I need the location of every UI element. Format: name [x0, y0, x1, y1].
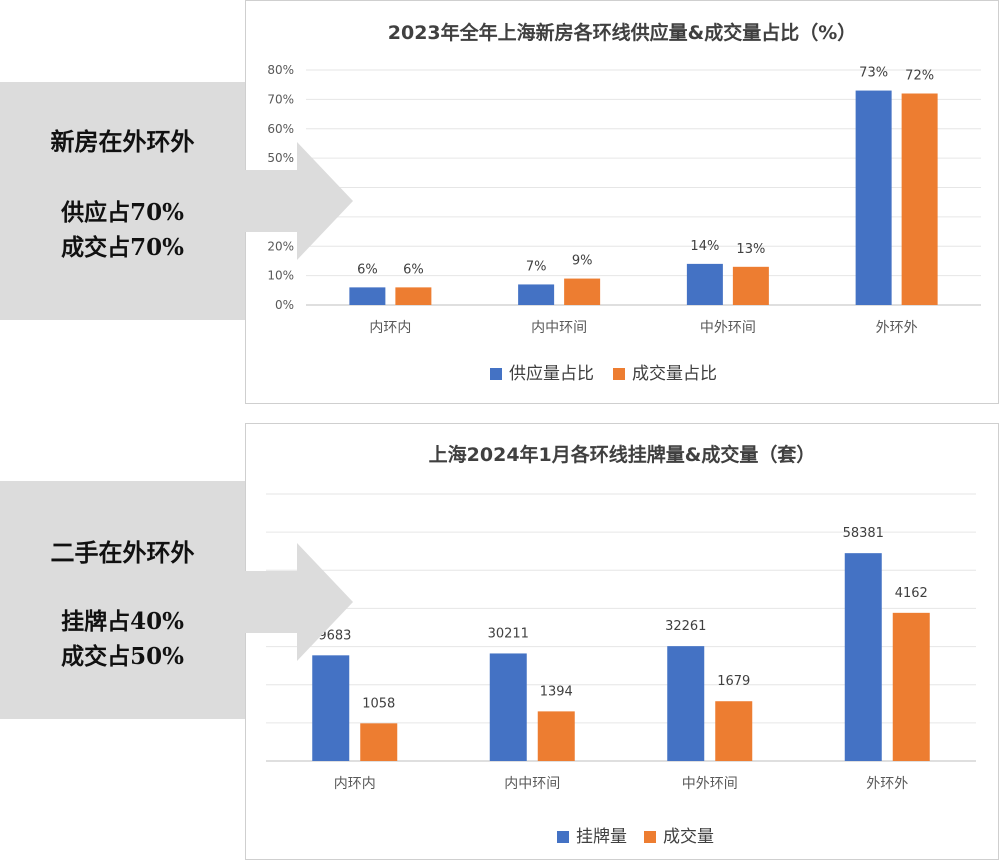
- bar: [537, 711, 575, 761]
- arrow-icon: [245, 142, 353, 260]
- data-label: 30211: [488, 626, 529, 641]
- bar: [686, 263, 723, 305]
- bar: [844, 553, 882, 761]
- data-label: 1058: [362, 696, 395, 711]
- chart-panel-new-homes: 2023年全年上海新房各环线供应量&成交量占比（%）0%10%20%30%40%…: [245, 0, 999, 404]
- note-box-second-hand: [0, 481, 245, 719]
- note-line-supply: 供应占70%: [61, 199, 184, 226]
- x-tick-label: 中外环间: [682, 776, 738, 792]
- y-tick-label: 0%: [275, 298, 294, 312]
- bar: [518, 284, 555, 305]
- data-label: 9%: [572, 254, 593, 269]
- bar: [564, 278, 601, 305]
- data-label: 7%: [526, 259, 547, 274]
- data-label: 73%: [859, 66, 888, 81]
- chart-title: 上海2024年1月各环线挂牌量&成交量（套）: [429, 443, 816, 466]
- legend-swatch: [557, 831, 569, 843]
- x-tick-label: 内中环间: [504, 776, 560, 792]
- bar: [360, 723, 398, 761]
- legend-label: 成交量: [663, 827, 714, 847]
- bar: [855, 90, 892, 305]
- bar: [892, 612, 930, 761]
- data-label: 14%: [690, 239, 719, 254]
- bar: [395, 287, 432, 305]
- bar: [901, 93, 938, 305]
- data-label: 1394: [540, 684, 573, 699]
- arrow-icon: [245, 543, 353, 661]
- x-tick-label: 中外环间: [700, 320, 756, 336]
- note-line-deals: 成交占70%: [61, 234, 184, 261]
- x-tick-label: 内环内: [334, 776, 376, 792]
- legend-swatch: [613, 368, 625, 380]
- data-label: 32261: [665, 619, 706, 634]
- legend-label: 挂牌量: [576, 827, 627, 847]
- bar: [489, 653, 527, 761]
- legend-label: 成交量占比: [632, 364, 717, 384]
- y-tick-label: 20%: [267, 239, 294, 253]
- y-tick-label: 80%: [267, 63, 294, 77]
- data-label: 72%: [905, 69, 934, 84]
- legend-swatch: [490, 368, 502, 380]
- note-heading: 二手在外环外: [50, 538, 195, 567]
- note-line-listing: 挂牌占40%: [61, 608, 184, 635]
- note-heading: 新房在外环外: [50, 127, 195, 156]
- y-tick-label: 60%: [267, 122, 294, 136]
- chart-panel-second-hand: 上海2024年1月各环线挂牌量&成交量（套） 内环内 29683 1058 内中环间 30…: [245, 423, 999, 860]
- x-tick-label: 外环外: [876, 320, 918, 336]
- data-label: 58381: [843, 526, 884, 541]
- y-tick-label: 50%: [267, 151, 294, 165]
- x-tick-label: 内环内: [369, 320, 411, 336]
- note-second-hand: 二手在外环外 挂牌占40% 成交占50%: [0, 533, 245, 674]
- x-tick-label: 内中环间: [531, 320, 587, 336]
- data-label: 6%: [403, 262, 424, 277]
- data-label: 1679: [717, 674, 750, 689]
- bar: [349, 287, 386, 305]
- chart-second-hand: 上海2024年1月各环线挂牌量&成交量（套）内环内296831058内中环间30…: [266, 443, 976, 847]
- note-box-new-homes: [0, 82, 245, 320]
- legend-swatch: [644, 831, 656, 843]
- data-label: 6%: [357, 262, 378, 277]
- data-label: 4162: [895, 586, 928, 601]
- y-tick-label: 10%: [267, 269, 294, 283]
- bar: [312, 655, 350, 761]
- note-line-deals: 成交占50%: [61, 643, 184, 670]
- data-label: 13%: [736, 242, 765, 257]
- chart-title: 2023年全年上海新房各环线供应量&成交量占比（%）: [388, 21, 857, 44]
- chart-new-homes: 2023年全年上海新房各环线供应量&成交量占比（%）0%10%20%30%40%…: [267, 21, 981, 384]
- note-new-homes: 新房在外环外 供应占70% 成交占70%: [0, 122, 245, 265]
- bar: [715, 701, 753, 761]
- x-tick-label: 外环外: [866, 776, 908, 792]
- bar: [667, 646, 705, 761]
- legend-label: 供应量占比: [509, 364, 594, 384]
- y-tick-label: 70%: [267, 92, 294, 106]
- bar: [732, 266, 769, 305]
